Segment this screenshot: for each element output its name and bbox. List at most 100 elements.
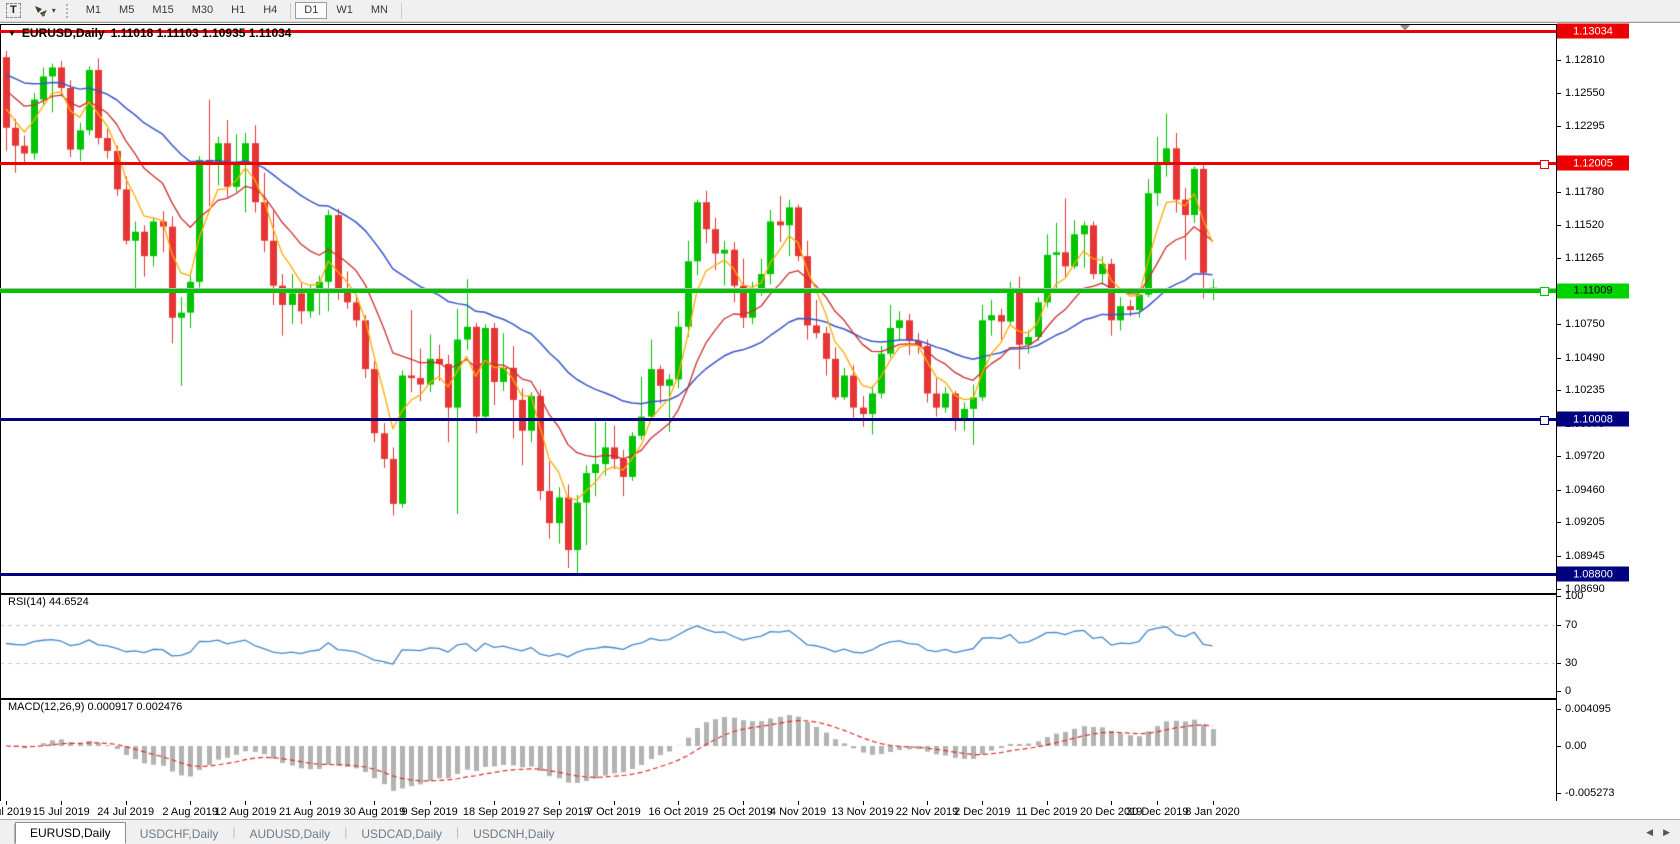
price-tick-label: 1.11520 [1565,219,1604,232]
date-tick-label: 27 Sep 2019 [527,806,590,818]
price-tick-mark [1556,489,1561,491]
timeframe-button-d1[interactable]: D1 [295,2,328,19]
date-tick-mark [1212,801,1214,805]
rsi-indicator-label: RSI(14) 44.6524 [8,596,89,608]
date-tick-label: 4 Nov 2019 [769,806,827,818]
price-tick-mark [1556,555,1561,557]
date-tick-label: 15 Jul 2019 [32,806,90,818]
horizontal-line-1.08800[interactable] [0,572,1556,576]
date-tick-label: 2 Aug 2019 [162,806,219,818]
date-tick-mark [374,801,376,805]
tab-bar-corner [0,824,15,844]
chart-tab-usdcad[interactable]: USDCAD,Daily [361,827,442,841]
date-tick-mark [1046,801,1048,805]
toolbar-separator [400,2,402,19]
text-tool-icon: T [6,3,21,18]
date-tick-mark [678,801,680,805]
price-tick-label: 1.12810 [1565,53,1605,66]
date-tick-mark [742,801,744,805]
date-tick-mark [613,801,615,805]
rsi-tick-label: 70 [1565,618,1578,631]
cursor-tools-button[interactable]: ▾ [29,2,60,19]
horizontal-line-1.11009[interactable] [0,288,1556,293]
price-tick-label: 1.11780 [1565,185,1604,198]
chart-ohlc-values: 1.11018 1.11103 1.10935 1.11034 [110,26,292,40]
tab-separator: | [232,825,236,839]
date-tick-label: 30 Dec 2019 [1126,806,1189,818]
date-tick-mark [190,801,192,805]
date-tick-mark [798,801,800,805]
text-tool-button[interactable]: T [2,2,25,19]
date-tick-mark [6,801,7,805]
macd-tick-label: -0.005273 [1565,787,1615,800]
rsi-tick-mark [1556,624,1561,626]
price-tick-label: 1.10750 [1565,318,1605,331]
date-tick-label: 12 Aug 2019 [214,806,277,818]
toolbar-grip [65,3,71,18]
timeframe-button-m5[interactable]: M5 [119,4,135,16]
date-tick-label: 11 Dec 2019 [1015,806,1078,818]
price-badge-1.10008: 1.10008 [1557,411,1629,427]
rsi-tick-mark [1556,691,1561,692]
date-tick-label: 22 Nov 2019 [895,806,959,818]
timeframe-button-w1[interactable]: W1 [336,4,353,16]
line-handle[interactable] [1540,287,1549,297]
macd-tick-label: 0.004095 [1565,703,1611,716]
date-tick-label: 13 Nov 2019 [831,806,894,818]
date-tick-mark [927,801,928,805]
line-handle[interactable] [1540,159,1549,169]
timeframe-button-h1[interactable]: H1 [231,4,246,16]
timeframe-button-m1[interactable]: M1 [85,4,102,16]
chart-tab-usdchf[interactable]: USDCHF,Daily [139,827,219,841]
chart-tab-usdcnh[interactable]: USDCNH,Daily [473,827,555,841]
cursor-arrows-icon [34,5,47,17]
chart-tab-audusd[interactable]: AUDUSD,Daily [249,827,331,841]
date-tick-label: 30 Aug 2019 [343,806,406,818]
date-tick-mark [558,801,560,805]
chart-tabs-bar: EURUSD,Daily USDCHF,Daily | AUDUSD,Daily | US… [0,819,1680,844]
date-tick-mark [61,801,63,805]
chart-title: ▼ EURUSD,Daily 1.11018 1.11103 1.10935 1… [8,26,291,40]
macd-tick-mark [1556,746,1561,747]
price-tick-mark [1556,456,1561,458]
price-tick-label: 1.09205 [1565,516,1605,529]
price-tick-label: 1.11265 [1565,252,1604,265]
price-tick-label: 1.08945 [1565,549,1605,562]
timeframe-button-m15[interactable]: M15 [152,4,174,16]
date-tick-label: 2 Dec 2019 [954,806,1011,818]
price-tick-mark [1556,93,1561,95]
price-tick-label: 1.09460 [1565,483,1605,496]
rsi-tick-mark [1556,596,1561,597]
price-tick-mark [1556,357,1561,359]
price-badge-1.12005: 1.12005 [1557,155,1629,171]
date-tick-label: 16 Oct 2019 [648,806,709,818]
tab-separator: | [344,825,348,839]
tab-scroll-right-button[interactable]: ▶ [1663,826,1670,837]
date-tick-mark [494,801,496,805]
macd-tick-mark [1556,793,1561,795]
timeframe-button-m30[interactable]: M30 [191,4,214,16]
horizontal-line-1.12005[interactable] [0,161,1556,165]
date-tick-label: 8 Jan 2020 [1185,806,1240,818]
chart-symbol-label: EURUSD,Daily [21,26,105,40]
chart-tab-eurusd[interactable]: EURUSD,Daily [15,822,126,844]
rsi-tick-label: 0 [1565,685,1572,697]
date-tick-label: 21 Aug 2019 [279,806,341,818]
last-price-line [0,287,1556,289]
chart-shift-marker[interactable] [1400,25,1410,31]
date-tick-label: 20 Dec 2019 [1079,806,1143,818]
price-tick-label: 1.10490 [1565,351,1605,364]
horizontal-line-1.13034[interactable] [0,29,1556,33]
line-handle[interactable] [1540,415,1549,425]
toolbar-separator [290,2,292,19]
price-badge-1.13034: 1.13034 [1557,23,1629,39]
date-tick-label: 9 Sep 2019 [401,806,458,818]
timeframe-button-mn[interactable]: MN [370,4,388,16]
horizontal-line-1.10008[interactable] [0,417,1556,421]
symbol-dropdown-icon[interactable]: ▼ [8,28,16,38]
rsi-tick-label: 30 [1565,656,1578,669]
timeframe-button-h4[interactable]: H4 [263,4,278,16]
date-tick-mark [862,801,864,805]
tab-scroll-left-button[interactable]: ◀ [1646,826,1654,837]
